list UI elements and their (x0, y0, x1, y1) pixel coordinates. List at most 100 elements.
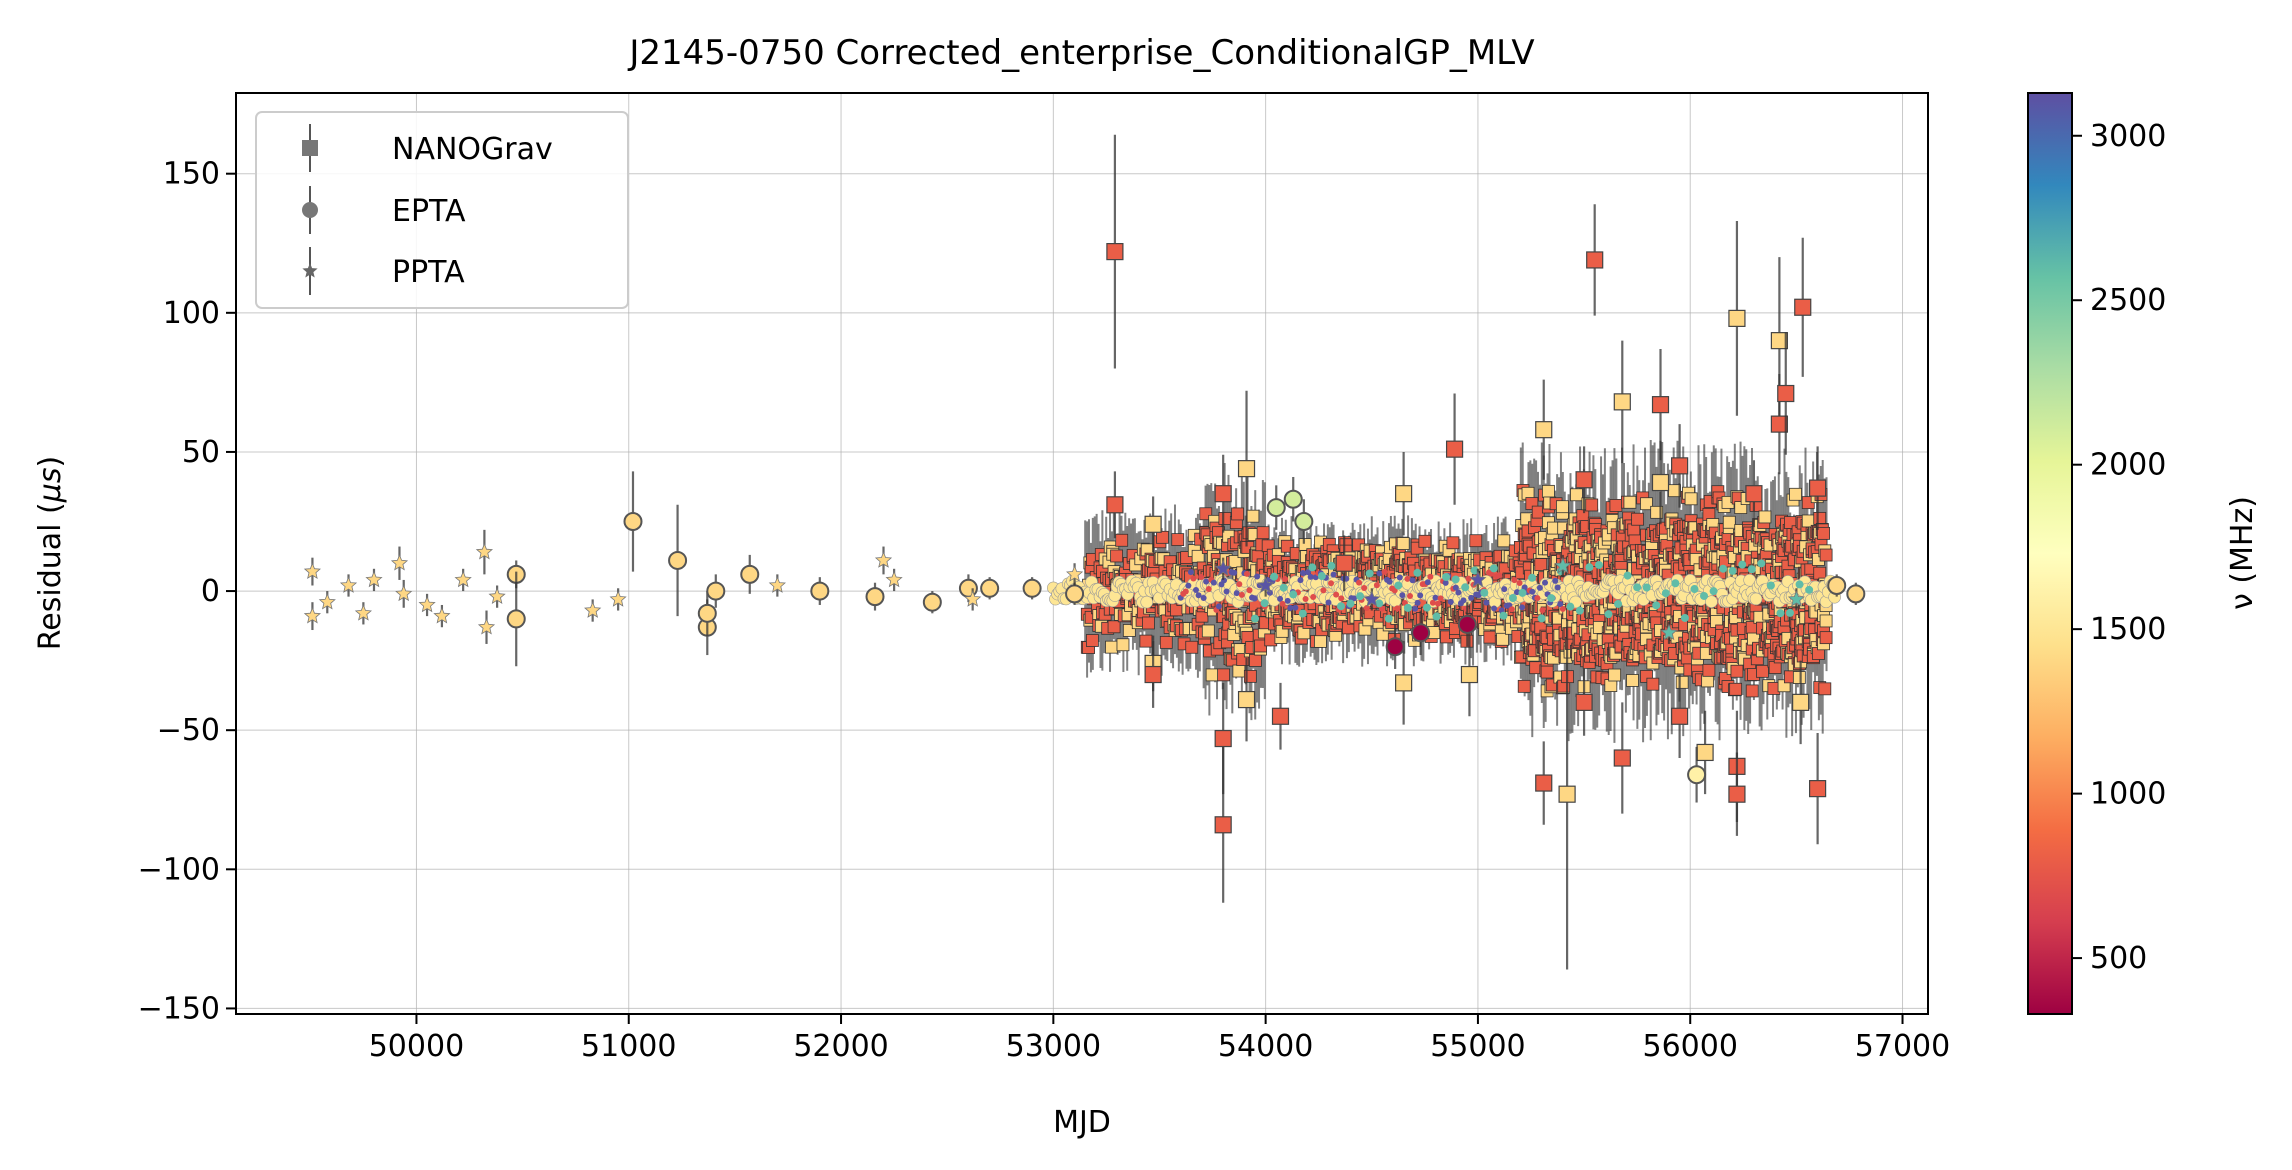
ppta-point (1511, 577, 1518, 584)
ppta-point (1307, 573, 1314, 580)
ppta-point (1320, 587, 1327, 594)
nanograv-point (1631, 512, 1644, 526)
epta-point (865, 587, 885, 607)
y-tick-label: −50 (157, 713, 220, 748)
nanograv-point (1535, 774, 1553, 792)
epta-point (697, 603, 717, 623)
ppta-point (1642, 583, 1651, 592)
y-axis-label: Residual (μs) (33, 456, 68, 650)
ppta-point (1537, 614, 1546, 623)
ppta-point (1499, 611, 1508, 620)
nanograv-point (1792, 693, 1810, 711)
epta-point (1294, 512, 1314, 532)
ppta-point (1346, 599, 1355, 608)
ppta-point (1680, 613, 1689, 622)
ppta-point (1766, 581, 1775, 590)
nanograv-point (1139, 634, 1153, 648)
nanograv-point (1497, 534, 1511, 548)
ppta-point (1246, 587, 1253, 594)
nanograv-point (1671, 707, 1689, 725)
x-tick-label: 56000 (1643, 1029, 1738, 1064)
ppta-point (1292, 604, 1299, 611)
legend-label: PPTA (392, 255, 465, 290)
ppta-point (1566, 602, 1575, 611)
colorbar-tick-label: 3000 (2090, 119, 2166, 154)
ppta-point (1243, 570, 1250, 577)
epta-point (706, 581, 726, 601)
ppta-point (1233, 590, 1240, 597)
nanograv-point (1819, 631, 1833, 645)
nanograv-point (1728, 309, 1746, 327)
ppta-point (1795, 580, 1804, 589)
nanograv-point (1722, 515, 1736, 529)
ppta-point (1338, 595, 1345, 602)
nanograv-point (1142, 616, 1155, 630)
nanograv-point (1246, 509, 1260, 523)
nanograv-point (1813, 566, 1827, 580)
ppta-point (1465, 575, 1472, 582)
nanograv-point (1218, 512, 1232, 525)
nanograv-point (1396, 537, 1410, 550)
nanograv-point (1756, 664, 1769, 678)
ppta-point (1432, 612, 1441, 621)
ppta-point (1356, 592, 1365, 601)
colorbar-tick-label: 2000 (2090, 448, 2166, 483)
nanograv-point (1116, 638, 1130, 652)
nanograv-point (1446, 536, 1460, 550)
nanograv-point (1231, 507, 1245, 521)
nanograv-point (1813, 511, 1827, 525)
ppta-point (1661, 589, 1670, 598)
y-tick-label: 100 (163, 296, 220, 331)
ppta-point (1223, 588, 1230, 595)
colorbar-gradient (2027, 92, 2073, 1015)
nanograv-point (1232, 664, 1246, 678)
nanograv-point (1496, 632, 1509, 646)
epta-point (980, 578, 1000, 598)
ppta-point (1700, 591, 1709, 600)
ppta-point (1399, 592, 1406, 599)
ppta-point (1185, 582, 1192, 589)
ppta-point (1337, 602, 1346, 611)
ppta-point (1508, 606, 1515, 613)
colorbar-tick-label: 500 (2090, 941, 2147, 976)
ppta-point (1413, 568, 1422, 577)
nanograv-point (1819, 548, 1833, 562)
ppta-point (1776, 609, 1785, 618)
ppta-point (1254, 573, 1261, 580)
nanograv-point (1626, 674, 1639, 687)
nanograv-point (1237, 690, 1256, 709)
nanograv-point (1609, 499, 1623, 512)
ppta-point (1417, 592, 1424, 599)
x-tick-label: 52000 (793, 1029, 888, 1064)
nanograv-point (1768, 661, 1782, 674)
ppta-point (1317, 572, 1326, 581)
ppta-point (1409, 577, 1416, 584)
nanograv-point (1445, 440, 1464, 458)
ppta-point (1690, 585, 1699, 594)
ppta-point (1437, 595, 1444, 602)
ppta-point (1251, 614, 1260, 623)
ppta-point (1671, 579, 1680, 588)
ppta-point (1623, 571, 1632, 580)
ppta-point (1279, 600, 1286, 607)
ppta-point (1414, 599, 1421, 606)
ppta-point (1719, 564, 1728, 573)
colorbar-label: ν (MHz) (2225, 496, 2260, 610)
ppta-point (1786, 608, 1795, 617)
nanograv-point (1613, 393, 1631, 411)
ppta-point (1260, 599, 1269, 608)
nanograv-point (1792, 671, 1806, 684)
ppta-point (1361, 584, 1368, 591)
x-axis-label: MJD (1053, 1105, 1111, 1140)
nanograv-point (1702, 663, 1716, 677)
ppta-point (1559, 605, 1566, 612)
nanograv-point (1730, 664, 1744, 678)
y-tick-label: 150 (163, 157, 220, 192)
y-tick-label: 50 (182, 435, 220, 470)
ppta-point (1536, 584, 1543, 591)
ppta-point (1308, 563, 1317, 572)
nanograv-point (1558, 785, 1576, 803)
nanograv-point (1745, 485, 1763, 503)
nanograv-point (1570, 488, 1583, 502)
ppta-point (1604, 610, 1613, 619)
